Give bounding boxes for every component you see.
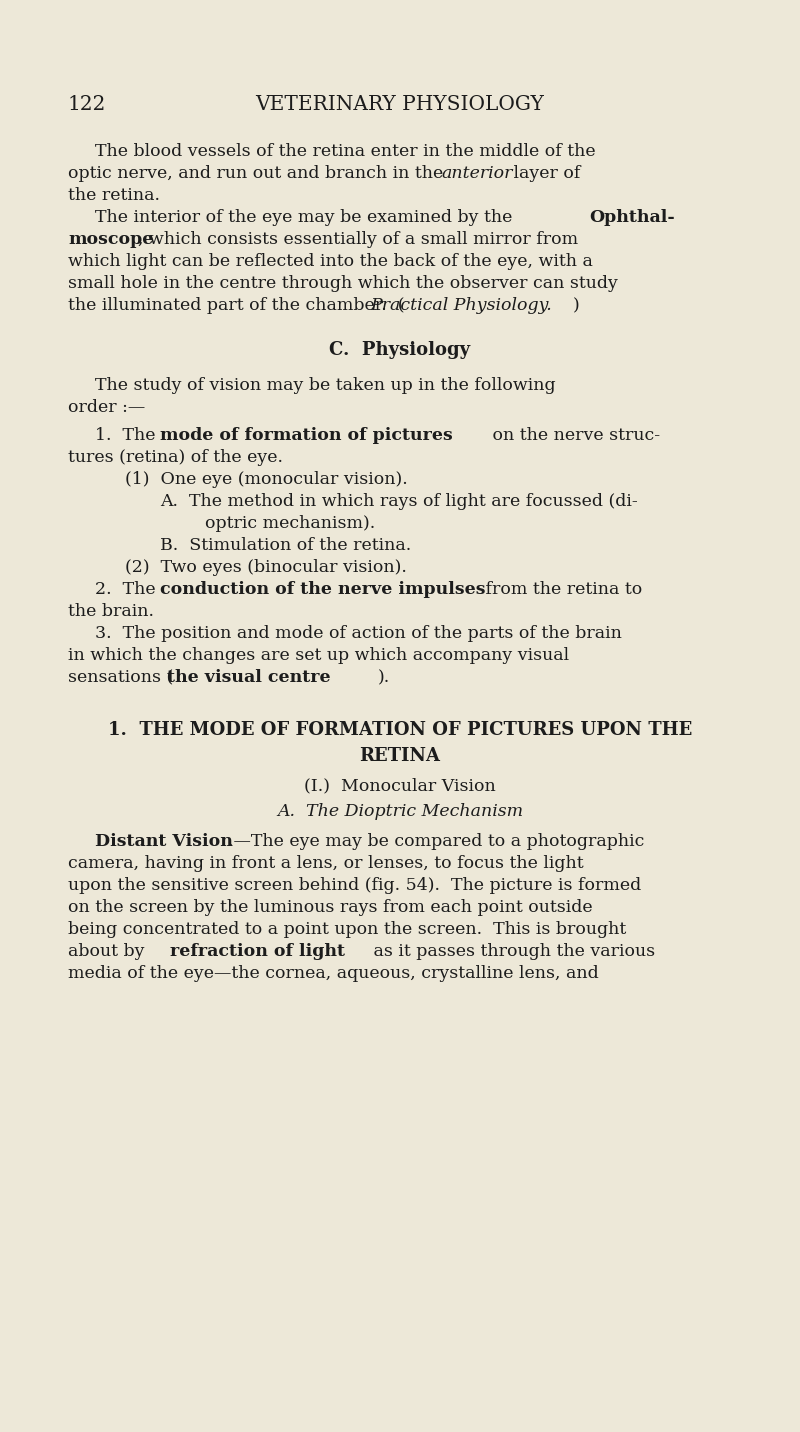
Text: order :—: order :— (68, 400, 146, 417)
Text: ).: ). (378, 669, 390, 686)
Text: Ophthal-: Ophthal- (589, 209, 674, 226)
Text: small hole in the centre through which the observer can study: small hole in the centre through which t… (68, 275, 618, 292)
Text: , which consists essentially of a small mirror from: , which consists essentially of a small … (138, 231, 578, 248)
Text: Practical Physiology.: Practical Physiology. (370, 296, 552, 314)
Text: (1)  One eye (monocular vision).: (1) One eye (monocular vision). (125, 471, 408, 488)
Text: A.  The method in which rays of light are focussed (di-: A. The method in which rays of light are… (160, 493, 638, 510)
Text: The blood vessels of the retina enter in the middle of the: The blood vessels of the retina enter in… (95, 143, 596, 160)
Text: VETERINARY PHYSIOLOGY: VETERINARY PHYSIOLOGY (255, 95, 545, 115)
Text: The interior of the eye may be examined by the: The interior of the eye may be examined … (95, 209, 518, 226)
Text: the visual centre: the visual centre (167, 669, 330, 686)
Text: from the retina to: from the retina to (480, 581, 642, 599)
Text: (I.)  Monocular Vision: (I.) Monocular Vision (304, 778, 496, 793)
Text: layer of: layer of (508, 165, 580, 182)
Text: on the screen by the luminous rays from each point outside: on the screen by the luminous rays from … (68, 899, 593, 916)
Text: camera, having in front a lens, or lenses, to focus the light: camera, having in front a lens, or lense… (68, 855, 584, 872)
Text: being concentrated to a point upon the screen.  This is brought: being concentrated to a point upon the s… (68, 921, 626, 938)
Text: anterior: anterior (441, 165, 512, 182)
Text: B.  Stimulation of the retina.: B. Stimulation of the retina. (160, 537, 411, 554)
Text: The study of vision may be taken up in the following: The study of vision may be taken up in t… (95, 377, 556, 394)
Text: (2)  Two eyes (binocular vision).: (2) Two eyes (binocular vision). (125, 558, 407, 576)
Text: 122: 122 (68, 95, 106, 115)
Text: ): ) (573, 296, 580, 314)
Text: the retina.: the retina. (68, 188, 160, 203)
Text: the illuminated part of the chamber.  (: the illuminated part of the chamber. ( (68, 296, 405, 314)
Text: C.  Physiology: C. Physiology (330, 341, 470, 359)
Text: optric mechanism).: optric mechanism). (205, 516, 375, 533)
Text: 1.  The: 1. The (95, 427, 161, 444)
Text: A.  The Dioptric Mechanism: A. The Dioptric Mechanism (277, 803, 523, 821)
Text: on the nerve struc-: on the nerve struc- (487, 427, 660, 444)
Text: RETINA: RETINA (359, 748, 441, 765)
Text: which light can be reflected into the back of the eye, with a: which light can be reflected into the ba… (68, 253, 593, 271)
Text: the brain.: the brain. (68, 603, 154, 620)
Text: mode of formation of pictures: mode of formation of pictures (160, 427, 453, 444)
Text: .—The eye may be compared to a photographic: .—The eye may be compared to a photograp… (228, 833, 644, 851)
Text: moscope: moscope (68, 231, 154, 248)
Text: as it passes through the various: as it passes through the various (368, 944, 655, 959)
Text: upon the sensitive screen behind (fig. 54).  The picture is formed: upon the sensitive screen behind (fig. 5… (68, 876, 642, 894)
Text: tures (retina) of the eye.: tures (retina) of the eye. (68, 450, 283, 465)
Text: media of the eye—the cornea, aqueous, crystalline lens, and: media of the eye—the cornea, aqueous, cr… (68, 965, 598, 982)
Text: about by: about by (68, 944, 150, 959)
Text: Distant Vision: Distant Vision (95, 833, 233, 851)
Text: 3.  The position and mode of action of the parts of the brain: 3. The position and mode of action of th… (95, 624, 622, 642)
Text: refraction of light: refraction of light (170, 944, 345, 959)
Text: optic nerve, and run out and branch in the: optic nerve, and run out and branch in t… (68, 165, 449, 182)
Text: 2.  The: 2. The (95, 581, 161, 599)
Text: sensations (: sensations ( (68, 669, 174, 686)
Text: 1.  THE MODE OF FORMATION OF PICTURES UPON THE: 1. THE MODE OF FORMATION OF PICTURES UPO… (108, 720, 692, 739)
Text: in which the changes are set up which accompany visual: in which the changes are set up which ac… (68, 647, 569, 664)
Text: conduction of the nerve impulses: conduction of the nerve impulses (160, 581, 486, 599)
